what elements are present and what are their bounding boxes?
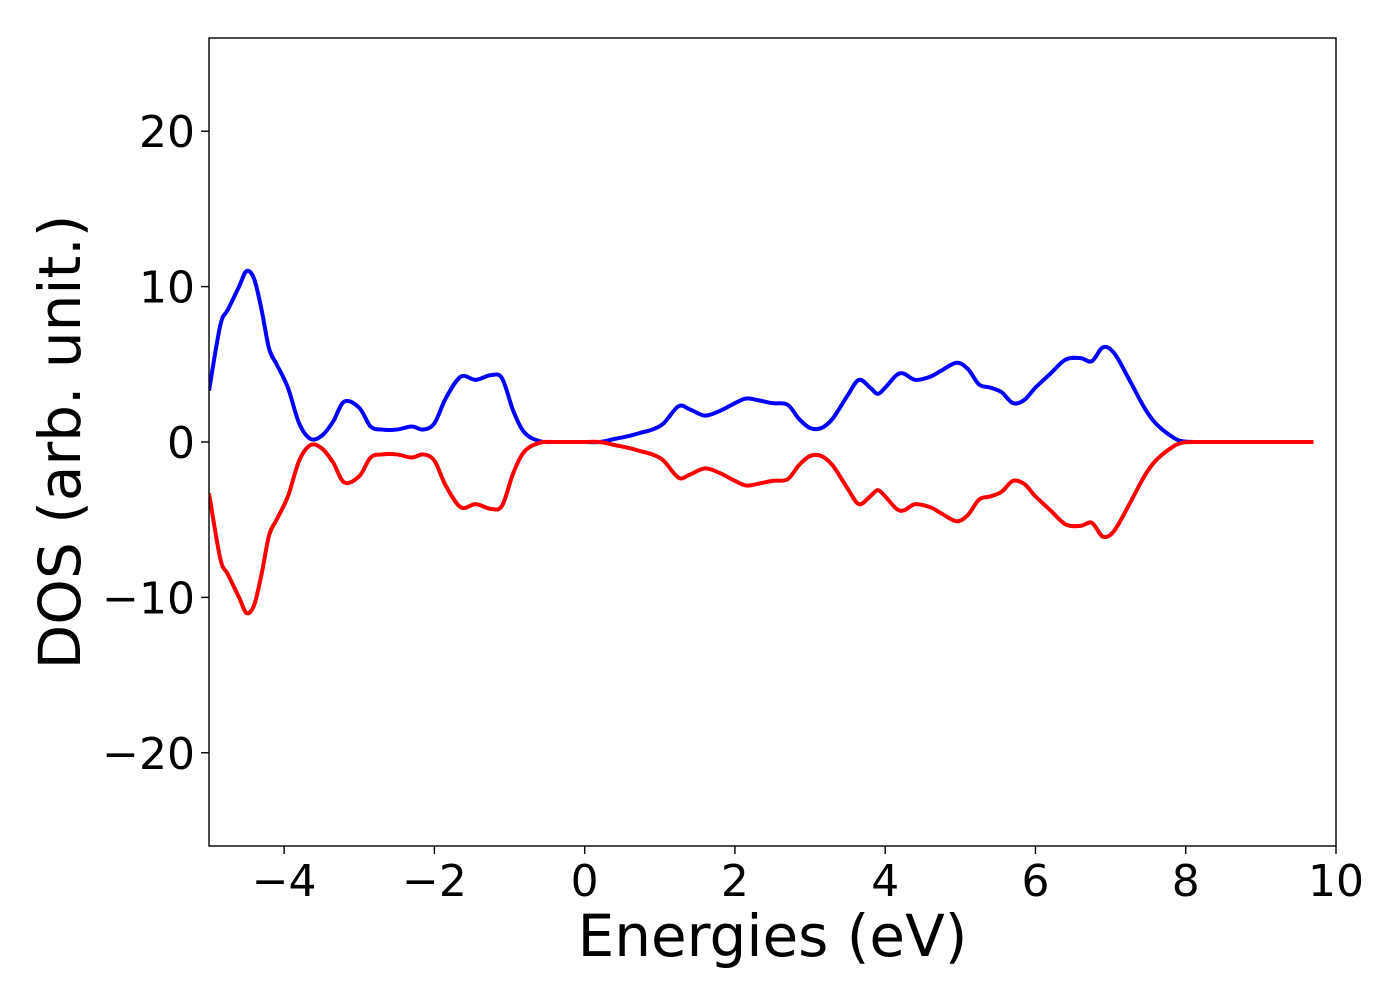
series-layer	[209, 268, 1314, 616]
y-tick-label: −20	[102, 729, 195, 780]
x-axis: −4 −2 0 2 4 6 8 10	[252, 846, 1364, 907]
x-tick-label: 4	[871, 856, 899, 907]
x-tick-label: 0	[571, 856, 599, 907]
y-axis: −20 −10 0 10 20	[102, 107, 209, 780]
x-tick-label: −4	[252, 856, 317, 907]
y-tick-label: 10	[139, 263, 195, 314]
x-tick-label: −2	[402, 856, 467, 907]
series-line-spin-up	[209, 268, 1314, 445]
x-tick-label: 2	[721, 856, 749, 907]
y-tick-label: −10	[102, 573, 195, 624]
x-tick-label: 8	[1172, 856, 1200, 907]
y-axis-label: DOS (arb. unit.)	[26, 215, 94, 670]
series-line-spin-down	[209, 439, 1314, 616]
y-tick-label: 0	[167, 418, 195, 469]
x-tick-label: 6	[1021, 856, 1049, 907]
x-axis-label: Energies (eV)	[578, 902, 968, 970]
y-tick-label: 20	[139, 107, 195, 158]
x-tick-label: 10	[1308, 856, 1364, 907]
